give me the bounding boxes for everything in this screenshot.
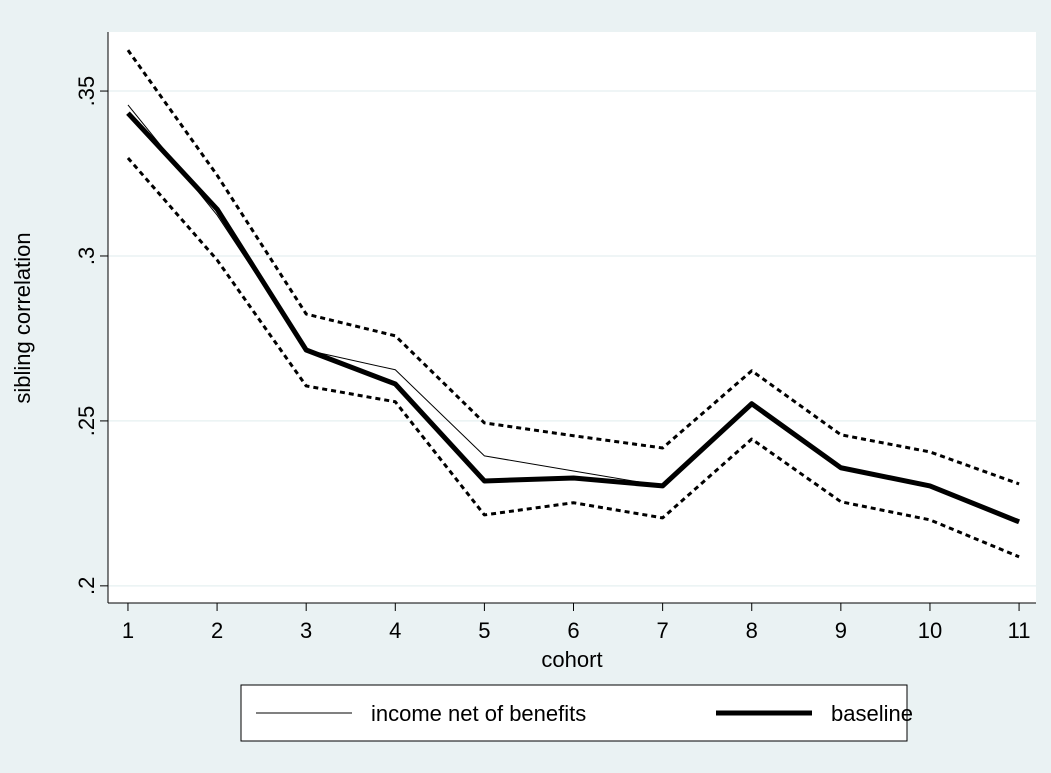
x-tick-label: 11 — [1008, 618, 1031, 643]
series-line — [126, 111, 1021, 525]
series-line — [126, 49, 1020, 486]
y-tick-label: .25 — [74, 406, 99, 437]
x-tick-label: 1 — [122, 618, 134, 643]
x-tick-label: 6 — [567, 618, 579, 643]
x-tick-label: 2 — [211, 618, 223, 643]
x-tick-label: 10 — [918, 618, 942, 643]
legend-label: income net of benefits — [371, 701, 586, 726]
x-axis-title: cohort — [541, 647, 602, 672]
x-tick-label: 3 — [300, 618, 312, 643]
y-axis-title: sibling correlation — [10, 232, 35, 403]
series-line — [126, 157, 1020, 559]
legend-label: baseline — [831, 701, 913, 726]
x-tick-label: 5 — [478, 618, 490, 643]
x-tick-label: 8 — [746, 618, 758, 643]
y-tick-label: .2 — [74, 577, 99, 595]
x-tick-label: 9 — [835, 618, 847, 643]
x-tick-label: 7 — [657, 618, 669, 643]
plot-area — [108, 32, 1036, 603]
x-tick-label: 4 — [389, 618, 401, 643]
y-tick-label: .3 — [74, 247, 99, 265]
y-tick-label: .35 — [74, 76, 99, 107]
